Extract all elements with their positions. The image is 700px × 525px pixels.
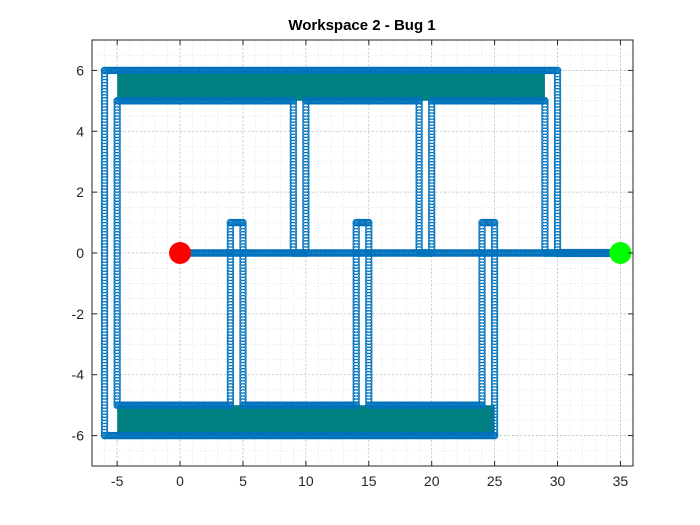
x-tick-label: 10 [298, 473, 314, 489]
ticks: -5 0 5 10 15 20 25 30 35 -6 -4 -2 0 2 4 6 [72, 40, 633, 489]
y-tick-label: 4 [76, 123, 84, 139]
obstacle-bottom-bar [104, 405, 495, 436]
goal-marker [609, 242, 632, 264]
x-tick-label: 5 [239, 473, 247, 489]
x-tick-label: 30 [550, 473, 566, 489]
bug-path [100, 66, 625, 440]
y-tick-label: -6 [72, 428, 85, 444]
y-tick-label: 6 [76, 62, 84, 78]
x-tick-label: 25 [487, 473, 503, 489]
y-tick-label: -4 [72, 367, 85, 383]
x-tick-label: 35 [613, 473, 629, 489]
x-tick-label: 0 [176, 473, 184, 489]
chart-title: Workspace 2 - Bug 1 [288, 17, 435, 34]
start-marker [169, 242, 192, 264]
y-tick-label: 2 [76, 184, 84, 200]
x-tick-label: 15 [361, 473, 377, 489]
obstacle-top-bar [104, 70, 558, 101]
x-tick-label: -5 [111, 473, 124, 489]
markers [169, 242, 632, 264]
y-tick-label: 0 [76, 245, 84, 261]
x-tick-label: 20 [424, 473, 440, 489]
y-tick-label: -2 [72, 306, 85, 322]
